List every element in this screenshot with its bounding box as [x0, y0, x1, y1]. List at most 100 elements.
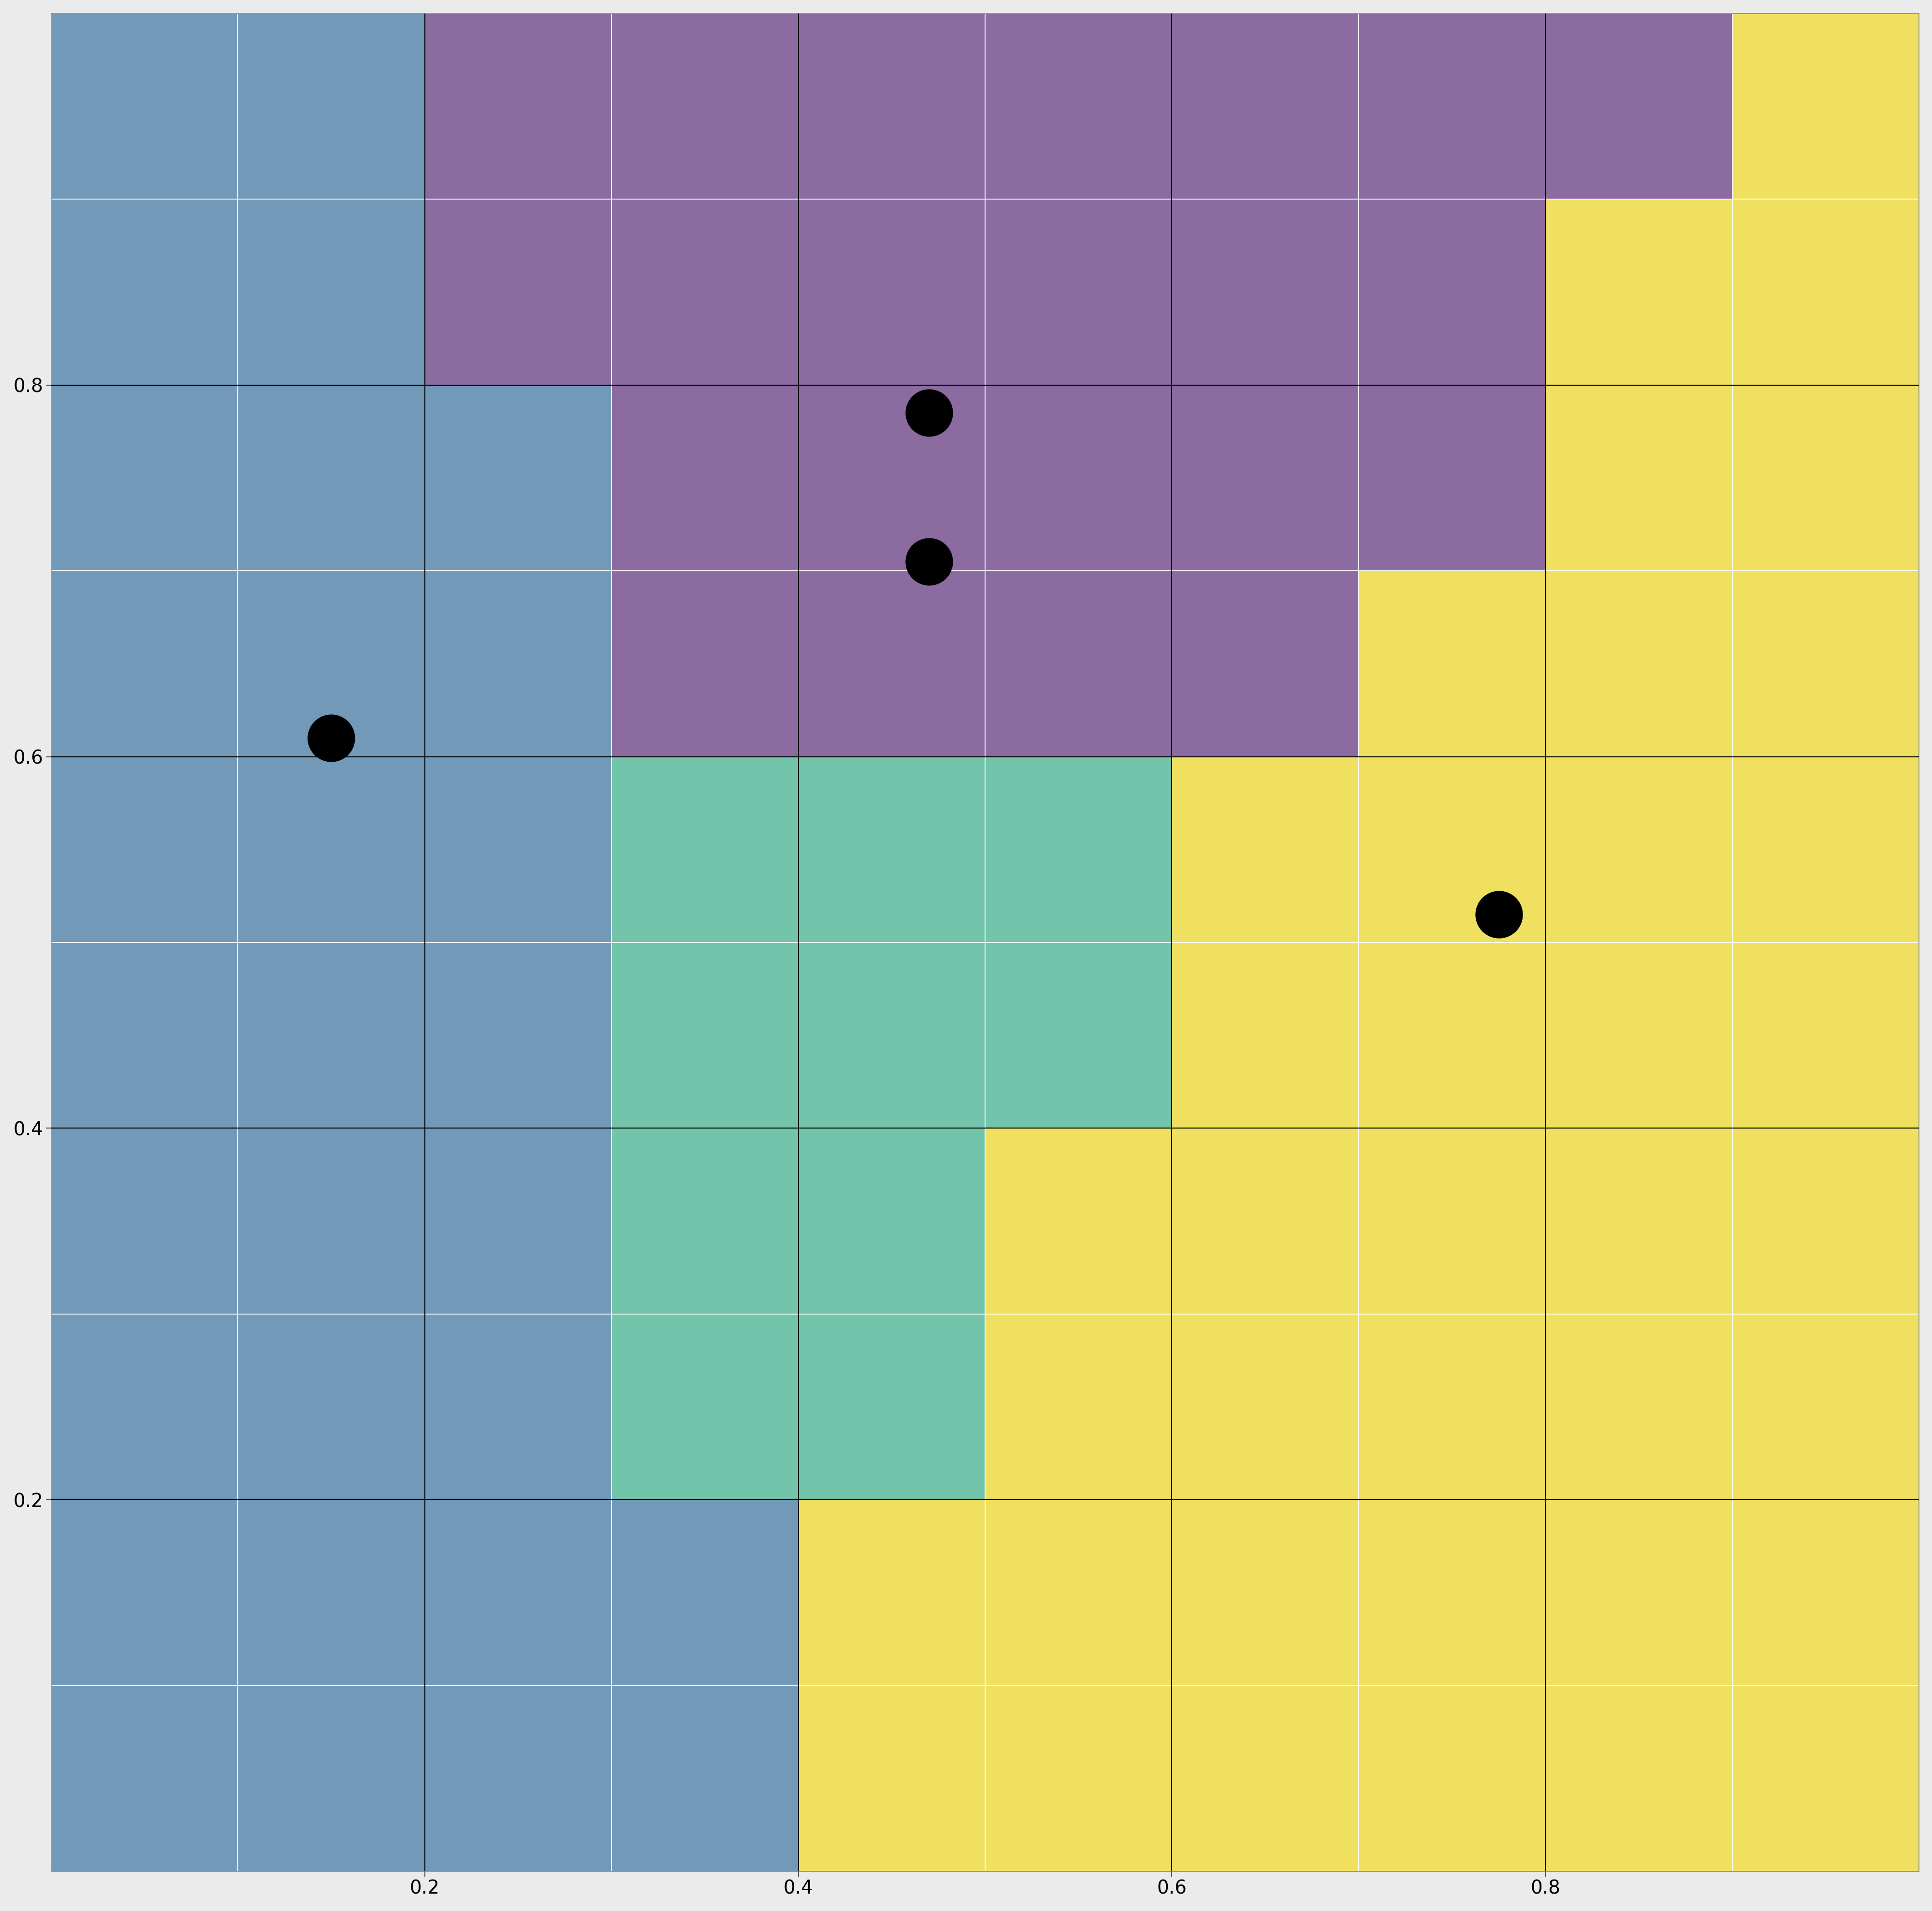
Bar: [1171, 1686, 1358, 1871]
Bar: [798, 1127, 985, 1315]
Bar: [1171, 1127, 1358, 1315]
Bar: [1546, 942, 1731, 1127]
Bar: [1358, 13, 1546, 199]
Bar: [238, 1686, 425, 1871]
Bar: [1171, 1500, 1358, 1686]
Bar: [1546, 1127, 1731, 1315]
Bar: [425, 571, 611, 757]
Bar: [238, 1315, 425, 1500]
Bar: [1731, 13, 1918, 199]
Bar: [425, 1315, 611, 1500]
Bar: [238, 13, 425, 199]
Point: [914, 547, 945, 577]
Bar: [425, 384, 611, 571]
Bar: [50, 1500, 238, 1686]
Bar: [1171, 1315, 1358, 1500]
Bar: [425, 757, 611, 942]
Bar: [238, 571, 425, 757]
Bar: [1171, 571, 1358, 757]
Bar: [611, 1127, 798, 1315]
Bar: [1731, 1686, 1918, 1871]
Point: [1484, 900, 1515, 931]
Bar: [238, 1500, 425, 1686]
Bar: [1358, 757, 1546, 942]
Bar: [798, 942, 985, 1127]
Bar: [238, 384, 425, 571]
Bar: [1358, 1500, 1546, 1686]
Bar: [50, 13, 238, 199]
Bar: [611, 942, 798, 1127]
Bar: [425, 1127, 611, 1315]
Bar: [50, 1686, 238, 1871]
Bar: [611, 757, 798, 942]
Point: [914, 397, 945, 428]
Bar: [985, 1127, 1171, 1315]
Bar: [985, 1500, 1171, 1686]
Bar: [611, 1500, 798, 1686]
Bar: [1546, 384, 1731, 571]
Bar: [798, 199, 985, 384]
Bar: [50, 571, 238, 757]
Bar: [1731, 199, 1918, 384]
Bar: [798, 757, 985, 942]
Bar: [798, 384, 985, 571]
Bar: [1358, 199, 1546, 384]
Bar: [611, 1315, 798, 1500]
Bar: [1358, 1127, 1546, 1315]
Bar: [1731, 571, 1918, 757]
Bar: [1546, 757, 1731, 942]
Bar: [985, 1686, 1171, 1871]
Bar: [238, 1127, 425, 1315]
Bar: [238, 942, 425, 1127]
Bar: [1546, 1315, 1731, 1500]
Bar: [50, 199, 238, 384]
Bar: [425, 942, 611, 1127]
Bar: [1358, 1315, 1546, 1500]
Bar: [1731, 1315, 1918, 1500]
Bar: [1546, 1500, 1731, 1686]
Bar: [1546, 199, 1731, 384]
Bar: [238, 757, 425, 942]
Bar: [50, 1315, 238, 1500]
Bar: [985, 757, 1171, 942]
Bar: [798, 1315, 985, 1500]
Bar: [50, 942, 238, 1127]
Bar: [985, 13, 1171, 199]
Bar: [1358, 1686, 1546, 1871]
Bar: [1358, 942, 1546, 1127]
Bar: [1171, 942, 1358, 1127]
Bar: [1358, 571, 1546, 757]
Bar: [985, 199, 1171, 384]
Bar: [1731, 1500, 1918, 1686]
Bar: [611, 13, 798, 199]
Bar: [1731, 757, 1918, 942]
Bar: [50, 1127, 238, 1315]
Bar: [985, 1315, 1171, 1500]
Point: [315, 722, 346, 753]
Bar: [1171, 199, 1358, 384]
Bar: [1171, 13, 1358, 199]
Bar: [1731, 1127, 1918, 1315]
Bar: [798, 1500, 985, 1686]
Bar: [611, 384, 798, 571]
Bar: [425, 199, 611, 384]
Bar: [611, 1686, 798, 1871]
Bar: [611, 199, 798, 384]
Bar: [1358, 384, 1546, 571]
Bar: [1546, 1686, 1731, 1871]
Bar: [798, 13, 985, 199]
Bar: [1171, 757, 1358, 942]
Bar: [1171, 384, 1358, 571]
Bar: [425, 1500, 611, 1686]
Bar: [50, 384, 238, 571]
Bar: [425, 1686, 611, 1871]
Bar: [238, 199, 425, 384]
Bar: [425, 13, 611, 199]
Bar: [1546, 13, 1731, 199]
Bar: [798, 1686, 985, 1871]
Bar: [50, 757, 238, 942]
Bar: [985, 942, 1171, 1127]
Bar: [1731, 384, 1918, 571]
Bar: [1546, 571, 1731, 757]
Bar: [798, 571, 985, 757]
